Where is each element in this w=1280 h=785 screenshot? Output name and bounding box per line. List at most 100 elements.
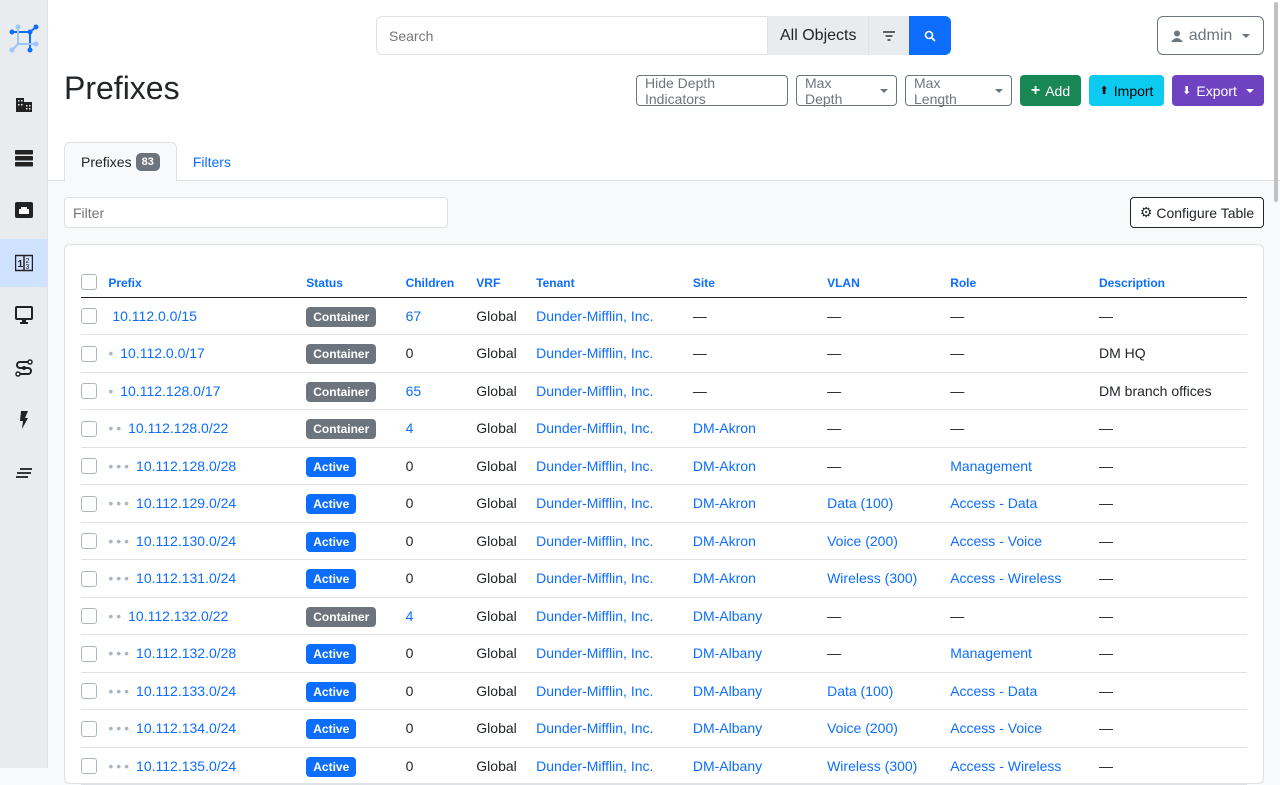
site-link[interactable]: DM-Akron xyxy=(692,495,756,512)
prefix-link[interactable]: 10.112.134.0/24 xyxy=(136,720,237,737)
prefix-link[interactable]: 10.112.132.0/22 xyxy=(128,607,229,624)
tab-prefixes[interactable]: Prefixes 83 xyxy=(64,142,177,181)
column-header-description[interactable]: Description xyxy=(1099,265,1247,298)
column-header-tenant[interactable]: Tenant xyxy=(536,265,693,298)
role-link[interactable]: Access - Wireless xyxy=(950,757,1062,774)
site-link[interactable]: DM-Akron xyxy=(692,420,756,437)
row-checkbox[interactable] xyxy=(81,345,97,362)
search-scope-select[interactable]: All Objects xyxy=(768,16,870,55)
prefix-link[interactable]: 10.112.128.0/17 xyxy=(120,382,221,399)
vlan-link[interactable]: Data (100) xyxy=(827,495,894,512)
site-link[interactable]: DM-Albany xyxy=(692,757,763,774)
site-link[interactable]: DM-Akron xyxy=(692,570,756,587)
hide-depth-indicators-button[interactable]: Hide Depth Indicators xyxy=(636,75,788,107)
tenant-link[interactable]: Dunder-Mifflin, Inc. xyxy=(536,645,654,662)
sidebar-item-ethernet-port[interactable] xyxy=(0,186,47,234)
tenant-link[interactable]: Dunder-Mifflin, Inc. xyxy=(536,532,654,549)
row-checkbox[interactable] xyxy=(81,683,97,700)
column-header-vrf[interactable]: VRF xyxy=(476,265,537,298)
sidebar-item-menu-lines[interactable] xyxy=(0,449,47,497)
prefix-link[interactable]: 10.112.133.0/24 xyxy=(136,682,237,699)
prefix-link[interactable]: 10.112.130.0/24 xyxy=(136,532,237,549)
vlan-link[interactable]: Voice (200) xyxy=(827,720,898,737)
prefix-link[interactable]: 10.112.0.0/17 xyxy=(120,345,205,362)
select-all-checkbox[interactable] xyxy=(81,273,97,290)
row-checkbox[interactable] xyxy=(81,608,97,625)
tenant-link[interactable]: Dunder-Mifflin, Inc. xyxy=(536,307,654,324)
site-link[interactable]: DM-Akron xyxy=(692,532,756,549)
children-link[interactable]: 4 xyxy=(405,420,414,437)
page-scrollbar[interactable] xyxy=(1272,0,1280,768)
vlan-link[interactable]: Voice (200) xyxy=(827,532,898,549)
sidebar-item-monitor[interactable] xyxy=(0,291,47,339)
search-filter-button[interactable] xyxy=(869,16,910,55)
tenant-link[interactable]: Dunder-Mifflin, Inc. xyxy=(536,720,654,737)
netbox-logo-icon[interactable] xyxy=(8,24,40,56)
row-checkbox[interactable] xyxy=(81,458,97,475)
site-link[interactable]: DM-Albany xyxy=(692,720,763,737)
row-checkbox[interactable] xyxy=(81,308,97,325)
site-link[interactable]: DM-Akron xyxy=(692,457,756,474)
sidebar-item-circuit[interactable] xyxy=(0,344,47,392)
row-checkbox[interactable] xyxy=(81,383,97,400)
prefix-link[interactable]: 10.112.131.0/24 xyxy=(136,570,237,587)
column-header-role[interactable]: Role xyxy=(950,265,1099,298)
children-link[interactable]: 4 xyxy=(405,607,414,624)
column-header-status[interactable]: Status xyxy=(306,265,406,298)
role-link[interactable]: Access - Wireless xyxy=(950,570,1062,587)
prefix-link[interactable]: 10.112.132.0/28 xyxy=(136,645,237,662)
prefix-link[interactable]: 10.112.128.0/28 xyxy=(136,457,237,474)
tenant-link[interactable]: Dunder-Mifflin, Inc. xyxy=(536,420,654,437)
site-link[interactable]: DM-Albany xyxy=(692,682,763,699)
row-checkbox[interactable] xyxy=(81,420,97,437)
vlan-link[interactable]: Wireless (300) xyxy=(827,570,918,587)
sidebar-item-server-rack[interactable] xyxy=(0,134,47,182)
role-link[interactable]: Management xyxy=(950,457,1032,474)
column-header-prefix[interactable]: Prefix xyxy=(108,265,307,298)
role-link[interactable]: Access - Data xyxy=(950,495,1038,512)
vlan-link[interactable]: Data (100) xyxy=(827,682,894,699)
tenant-link[interactable]: Dunder-Mifflin, Inc. xyxy=(536,495,654,512)
prefix-link[interactable]: 10.112.129.0/24 xyxy=(136,495,237,512)
sidebar-item-building[interactable] xyxy=(0,81,47,129)
row-checkbox[interactable] xyxy=(81,720,97,737)
search-input[interactable] xyxy=(376,16,768,55)
search-submit-button[interactable] xyxy=(909,16,952,55)
prefix-link[interactable]: 10.112.0.0/15 xyxy=(112,307,197,324)
children-link[interactable]: 65 xyxy=(405,382,422,399)
prefix-link[interactable]: 10.112.128.0/22 xyxy=(128,420,229,437)
sidebar-item-power[interactable] xyxy=(0,396,47,444)
row-checkbox[interactable] xyxy=(81,495,97,512)
column-header-site[interactable]: Site xyxy=(692,265,828,298)
role-link[interactable]: Access - Voice xyxy=(950,532,1043,549)
column-header-children[interactable]: Children xyxy=(405,265,477,298)
max-depth-dropdown[interactable]: Max Depth xyxy=(796,75,897,107)
site-link[interactable]: DM-Albany xyxy=(692,645,763,662)
role-link[interactable]: Access - Data xyxy=(950,682,1038,699)
column-header-vlan[interactable]: VLAN xyxy=(827,265,951,298)
scrollbar-thumb[interactable] xyxy=(1274,2,1278,202)
import-button[interactable]: ⬆ Import xyxy=(1089,75,1164,106)
vlan-link[interactable]: Wireless (300) xyxy=(827,757,918,774)
tenant-link[interactable]: Dunder-Mifflin, Inc. xyxy=(536,570,654,587)
tenant-link[interactable]: Dunder-Mifflin, Inc. xyxy=(536,607,654,624)
configure-table-button[interactable]: ⚙ Configure Table xyxy=(1130,197,1264,228)
row-checkbox[interactable] xyxy=(81,570,97,587)
role-link[interactable]: Management xyxy=(950,645,1032,662)
tenant-link[interactable]: Dunder-Mifflin, Inc. xyxy=(536,457,654,474)
role-link[interactable]: Access - Voice xyxy=(950,720,1043,737)
prefix-link[interactable]: 10.112.135.0/24 xyxy=(136,757,237,774)
user-menu-button[interactable]: admin xyxy=(1157,16,1264,55)
add-button[interactable]: + Add xyxy=(1020,75,1081,106)
export-dropdown[interactable]: ⬇ Export xyxy=(1172,75,1264,106)
row-checkbox[interactable] xyxy=(81,758,97,775)
table-filter-input[interactable] xyxy=(64,197,448,228)
tenant-link[interactable]: Dunder-Mifflin, Inc. xyxy=(536,757,654,774)
max-length-dropdown[interactable]: Max Length xyxy=(905,75,1012,107)
row-checkbox[interactable] xyxy=(81,533,97,550)
tenant-link[interactable]: Dunder-Mifflin, Inc. xyxy=(536,345,654,362)
site-link[interactable]: DM-Albany xyxy=(692,607,763,624)
tenant-link[interactable]: Dunder-Mifflin, Inc. xyxy=(536,382,654,399)
tab-filters[interactable]: Filters xyxy=(177,142,247,181)
